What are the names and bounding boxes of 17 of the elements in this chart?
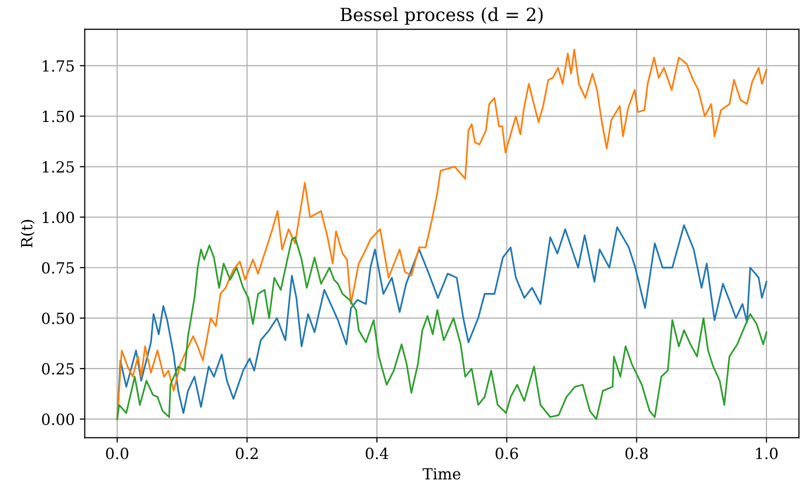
x-tick-label: 0.2: [236, 448, 258, 460]
x-tick-label: 0.6: [496, 448, 518, 460]
x-tick-label: 0.8: [625, 448, 648, 460]
y-tick-label: 1.25: [42, 161, 74, 173]
x-tick-label: 1.0: [756, 448, 778, 460]
x-axis-title: Time: [422, 468, 460, 480]
chart-title: Bessel process (d = 2): [340, 7, 543, 25]
y-tick-label: 0.25: [42, 363, 74, 375]
y-tick-label: 1.50: [42, 110, 74, 122]
y-tick-label: 1.75: [42, 60, 74, 72]
x-tick-label: 0.4: [366, 448, 388, 460]
y-tick-label: 0.50: [42, 312, 74, 324]
y-tick-label: 0.00: [42, 414, 74, 426]
y-tick-label: 1.00: [42, 212, 74, 224]
y-axis-title: R(t): [20, 220, 35, 248]
x-tick-label: 0.0: [106, 448, 128, 460]
y-tick-label: 0.75: [42, 262, 74, 274]
